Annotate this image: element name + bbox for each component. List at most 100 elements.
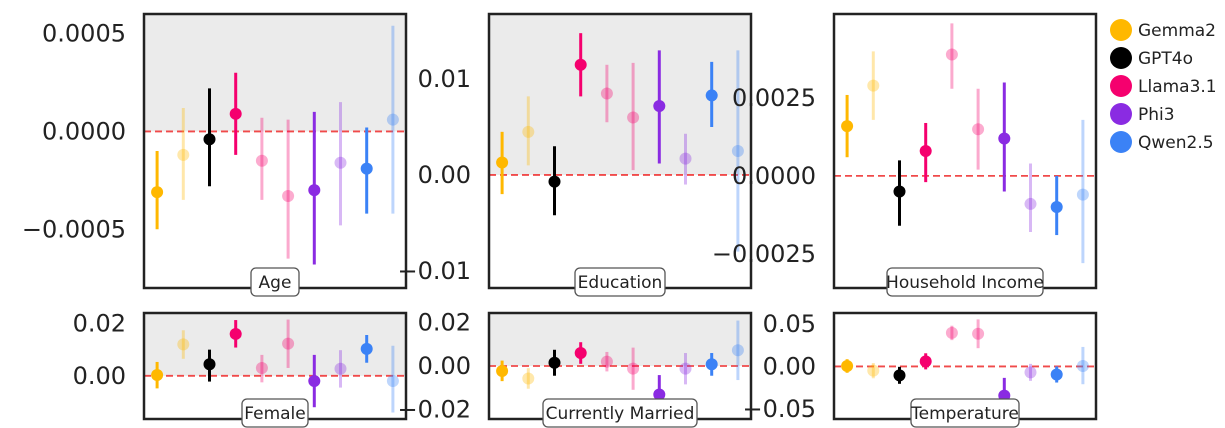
panel-label: Currently Married [546, 404, 695, 424]
legend-label: Llama3.1 [1138, 77, 1217, 97]
panel-label: Education [578, 273, 663, 293]
data-point [574, 347, 587, 360]
y-tick-label: −0.05 [742, 395, 816, 423]
data-point [360, 342, 373, 355]
y-tick-label: 0.0025 [732, 84, 816, 112]
panel-education: 0.01 0.00 −0.01 Education [397, 12, 753, 297]
data-point [945, 48, 958, 61]
data-point [229, 327, 242, 340]
data-point [282, 190, 295, 203]
data-point [496, 364, 509, 377]
data-point [522, 372, 535, 385]
data-point [386, 113, 399, 126]
data-point [548, 356, 561, 369]
data-point [841, 120, 854, 133]
data-point [1024, 197, 1037, 210]
data-point [731, 344, 744, 357]
legend-marker [1110, 103, 1132, 125]
data-point [203, 133, 216, 146]
panel-household-income: 0.0025 0.0000 −0.0025 Household Income [712, 12, 1098, 297]
y-tick-label: 0.05 [763, 310, 816, 338]
data-point [386, 375, 399, 388]
legend-marker [1110, 75, 1132, 97]
panel-label: Female [244, 404, 305, 424]
data-point [496, 156, 509, 169]
panel-label: Household Income [886, 273, 1044, 293]
data-point [151, 369, 164, 382]
data-point [1050, 368, 1063, 381]
data-point [998, 132, 1011, 145]
data-point [600, 355, 613, 368]
data-point [867, 79, 880, 92]
data-point [972, 123, 985, 136]
legend-label: Gemma2 [1138, 21, 1216, 41]
y-tick-label: −0.0005 [22, 215, 126, 243]
data-point [731, 145, 744, 157]
data-point [1076, 188, 1089, 201]
y-tick-label: 0.00 [763, 352, 816, 380]
data-point [255, 154, 268, 167]
panel-label-box [886, 267, 1044, 297]
panel-label-box [542, 398, 698, 428]
data-point [334, 156, 347, 169]
data-point [1050, 201, 1063, 214]
data-point [308, 184, 321, 197]
data-point [893, 369, 906, 382]
y-tick-label: −0.01 [397, 257, 471, 285]
data-point [229, 107, 242, 120]
y-tick-label: −0.02 [397, 395, 471, 423]
y-tick-label: 0.00 [418, 352, 471, 380]
data-point [177, 148, 190, 161]
panel-age: 0.0005 0.0000 −0.0005 Age [22, 12, 408, 297]
data-point [653, 388, 666, 401]
panel-label: Temperature [910, 404, 1019, 424]
data-point [548, 175, 561, 188]
y-tick-label: 0.0005 [42, 20, 126, 48]
data-point [841, 360, 854, 372]
panel-label-box [250, 267, 300, 297]
data-point [705, 358, 718, 371]
legend: Gemma2 GPT4o Llama3.1 Phi3 Qwen2.5 [1110, 19, 1217, 153]
data-point [945, 326, 958, 339]
y-tick-label: 0.0000 [42, 117, 126, 145]
y-tick-label: 0.02 [73, 309, 126, 337]
panel-label-box [910, 398, 1020, 428]
panel-currently-married: 0.02 0.00 −0.02 Currently Married [397, 309, 753, 428]
panel-temperature: 0.05 0.00 −0.05 Temperature [742, 310, 1098, 428]
data-point [867, 364, 880, 377]
data-point [919, 145, 932, 157]
y-tick-label: 0.01 [418, 65, 471, 93]
data-point [919, 355, 932, 368]
data-point [522, 125, 535, 138]
data-point [627, 111, 640, 124]
data-point [705, 89, 718, 102]
data-point [1024, 366, 1037, 379]
data-point [679, 362, 692, 375]
legend-label: Qwen2.5 [1138, 133, 1214, 153]
legend-marker [1110, 19, 1132, 41]
shaded-region [489, 313, 751, 366]
legend-label: GPT4o [1138, 49, 1193, 69]
legend-marker [1110, 131, 1132, 153]
data-point [600, 87, 613, 100]
panel-label: Age [259, 273, 292, 293]
data-point [679, 152, 692, 165]
y-tick-label: 0.00 [418, 161, 471, 189]
y-tick-label: 0.00 [73, 362, 126, 390]
data-point [308, 375, 321, 388]
panel-label-box [241, 398, 309, 428]
data-point [255, 361, 268, 374]
data-point [627, 362, 640, 375]
data-point [972, 327, 985, 340]
data-point [893, 185, 906, 198]
data-point [1076, 360, 1089, 372]
y-tick-label: −0.0025 [712, 240, 816, 268]
panel-female: 0.02 0.00 Female [73, 309, 408, 428]
legend-marker [1110, 47, 1132, 69]
data-point [360, 162, 373, 175]
data-point [151, 186, 164, 199]
shaded-region [144, 313, 406, 376]
data-point [653, 99, 666, 112]
data-point [282, 337, 295, 350]
